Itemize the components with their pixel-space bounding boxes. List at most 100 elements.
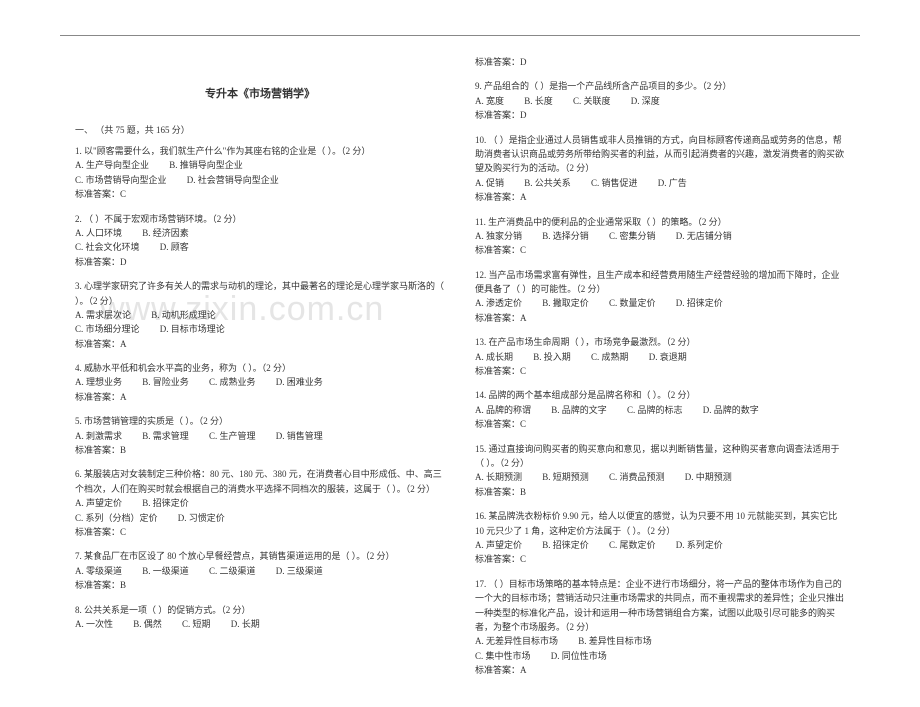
question-item: 4. 威胁水平低和机会水平高的业务，称为（ ）。（2 分） A. 理想业务 B.… (75, 361, 445, 404)
question-stem: 8. 公共关系是一项（ ）的促销方式。（2 分） (75, 603, 445, 617)
question-stem: 10. （ ）是指企业通过人员销售或非人员推销的方式，向目标顾客传递商品或劳务的… (475, 133, 845, 176)
question-item: 14. 品牌的两个基本组成部分是品牌名称和（ ）。（2 分） A. 品牌的称谓 … (475, 388, 845, 431)
option-a: A. 生产导向型企业 (75, 158, 149, 172)
question-options: A. 宽度 B. 长度 C. 关联度 D. 深度 (475, 94, 845, 108)
option-c: C. 尾数定价 (609, 538, 656, 552)
option-d: D. 无店铺分销 (676, 229, 732, 243)
question-stem: 17. （ ）目标市场策略的基本特点是：企业不进行市场细分，将一产品的整体市场作… (475, 577, 845, 635)
option-a: A. 需求层次论 (75, 308, 131, 322)
question-options: A. 零级渠道 B. 一级渠道 C. 二级渠道 D. 三级渠道 (75, 564, 445, 578)
question-answer: 标准答案：C (475, 417, 845, 431)
question-item: 2. （ ）不属于宏观市场营销环境。（2 分） A. 人口环境 B. 经济因素 … (75, 212, 445, 270)
question-item: 1. 以"顾客需要什么，我们就生产什么"作为其座右铭的企业是（ ）。（2 分） … (75, 144, 445, 202)
option-d: D. 习惯定价 (178, 511, 225, 525)
question-options: A. 一次性 B. 偶然 C. 短期 D. 长期 (75, 617, 445, 631)
option-c: C. 社会文化环境 (75, 240, 140, 254)
question-stem: 16. 某品牌洗衣粉标价 9.90 元，给人以便宜的感觉，认为只要不用 10 元… (475, 509, 845, 538)
option-b: B. 选择分销 (542, 229, 589, 243)
question-item: 7. 某食品厂在市区设了 80 个放心早餐经营点，其销售渠道运用的是（ ）。（2… (75, 549, 445, 592)
question-item: 11. 生产消费品中的便利品的企业通常采取（ ）的策略。（2 分） A. 独家分… (475, 215, 845, 258)
option-d: D. 招徕定价 (676, 296, 723, 310)
question-stem: 1. 以"顾客需要什么，我们就生产什么"作为其座右铭的企业是（ ）。（2 分） (75, 144, 445, 158)
option-a: A. 声望定价 (75, 496, 122, 510)
question-answer: 标准答案：B (75, 578, 445, 592)
option-a: A. 独家分销 (475, 229, 522, 243)
question-options: A. 渗透定价 B. 撇取定价 C. 数量定价 D. 招徕定价 (475, 296, 845, 310)
option-b: B. 品牌的文字 (551, 403, 607, 417)
question-options: A. 品牌的称谓 B. 品牌的文字 C. 品牌的标志 D. 品牌的数字 (475, 403, 845, 417)
question-options: A. 需求层次论 B. 动机形成理论 C. 市场细分理论 D. 目标市场理论 (75, 308, 445, 337)
question-options: A. 独家分销 B. 选择分销 C. 密集分销 D. 无店铺分销 (475, 229, 845, 243)
question-answer: 标准答案：A (75, 390, 445, 404)
option-b: B. 短期预测 (542, 470, 589, 484)
option-d: D. 长期 (231, 617, 260, 631)
question-stem: 2. （ ）不属于宏观市场营销环境。（2 分） (75, 212, 445, 226)
document-title: 专升本《市场营销学》 (75, 85, 445, 101)
option-a: A. 促销 (475, 176, 504, 190)
question-options: A. 促销 B. 公共关系 C. 销售促进 D. 广告 (475, 176, 845, 190)
option-d: D. 广告 (658, 176, 687, 190)
option-c: C. 成熟业务 (209, 375, 256, 389)
question-item: 标准答案：D (475, 55, 845, 69)
question-stem: 6. 某服装店对女装制定三种价格：80 元、180 元、380 元，在消费者心目… (75, 467, 445, 496)
question-options: A. 无差异性目标市场 B. 差异性目标市场 C. 集中性市场 D. 同位性市场 (475, 634, 845, 663)
option-a: A. 渗透定价 (475, 296, 522, 310)
question-answer: 标准答案：D (475, 108, 845, 122)
question-item: 13. 在产品市场生命周期（ ），市场竞争最激烈。（2 分） A. 成长期 B.… (475, 335, 845, 378)
question-item: 15. 通过直接询问购买者的购买意向和意见，据以判断销售量，这种购买者意向调查法… (475, 442, 845, 500)
question-answer: 标准答案：A (75, 337, 445, 351)
option-b: B. 一级渠道 (142, 564, 189, 578)
option-a: A. 品牌的称谓 (475, 403, 531, 417)
option-b: B. 需求管理 (142, 429, 189, 443)
question-answer: 标准答案：C (475, 243, 845, 257)
question-answer: 标准答案：C (475, 552, 845, 566)
option-d: D. 中期预测 (685, 470, 732, 484)
question-answer: 标准答案：B (75, 443, 445, 457)
option-a: A. 成长期 (475, 350, 513, 364)
option-c: C. 系列（分档）定价 (75, 511, 158, 525)
question-options: A. 人口环境 B. 经济因素 C. 社会文化环境 D. 顾客 (75, 226, 445, 255)
option-b: B. 长度 (524, 94, 553, 108)
question-stem: 12. 当产品市场需求富有弹性，且生产成本和经营费用随生产经营经验的增加而下降时… (475, 268, 845, 297)
option-b: B. 撇取定价 (542, 296, 589, 310)
option-c: C. 密集分销 (609, 229, 656, 243)
question-answer: 标准答案：A (475, 311, 845, 325)
option-a: A. 一次性 (75, 617, 113, 631)
option-c: C. 短期 (182, 617, 211, 631)
option-c: C. 成熟期 (591, 350, 629, 364)
option-b: B. 公共关系 (524, 176, 571, 190)
option-b: B. 投入期 (533, 350, 571, 364)
option-c: C. 生产管理 (209, 429, 256, 443)
option-b: B. 推销导向型企业 (169, 158, 243, 172)
option-a: A. 刺激需求 (75, 429, 122, 443)
question-answer: 标准答案：A (475, 663, 845, 677)
left-column: 专升本《市场营销学》 一、 （共 75 题，共 165 分） 1. 以"顾客需要… (75, 55, 445, 687)
option-b: B. 差异性目标市场 (578, 634, 652, 648)
option-c: C. 关联度 (573, 94, 611, 108)
question-answer: 标准答案：C (75, 525, 445, 539)
question-item: 3. 心理学家研究了许多有关人的需求与动机的理论，其中最著名的理论是心理学家马斯… (75, 279, 445, 351)
question-item: 16. 某品牌洗衣粉标价 9.90 元，给人以便宜的感觉，认为只要不用 10 元… (475, 509, 845, 567)
question-stem: 15. 通过直接询问购买者的购买意向和意见，据以判断销售量，这种购买者意向调查法… (475, 442, 845, 471)
section-heading: 一、 （共 75 题，共 165 分） (75, 123, 445, 136)
option-b: B. 招徕定价 (542, 538, 589, 552)
question-stem: 7. 某食品厂在市区设了 80 个放心早餐经营点，其销售渠道运用的是（ ）。（2… (75, 549, 445, 563)
question-answer: 标准答案：A (475, 190, 845, 204)
question-stem: 5. 市场营销管理的实质是（ ）。（2 分） (75, 414, 445, 428)
option-a: A. 零级渠道 (75, 564, 122, 578)
question-stem: 3. 心理学家研究了许多有关人的需求与动机的理论，其中最著名的理论是心理学家马斯… (75, 279, 445, 308)
option-d: D. 社会营销导向型企业 (187, 173, 279, 187)
question-options: A. 生产导向型企业 B. 推销导向型企业 C. 市场营销导向型企业 D. 社会… (75, 158, 445, 187)
question-options: A. 成长期 B. 投入期 C. 成熟期 D. 衰退期 (475, 350, 845, 364)
option-a: A. 声望定价 (475, 538, 522, 552)
question-item: 5. 市场营销管理的实质是（ ）。（2 分） A. 刺激需求 B. 需求管理 C… (75, 414, 445, 457)
option-c: C. 销售促进 (591, 176, 638, 190)
option-b: B. 招徕定价 (142, 496, 189, 510)
question-options: A. 刺激需求 B. 需求管理 C. 生产管理 D. 销售管理 (75, 429, 445, 443)
option-d: D. 顾客 (160, 240, 189, 254)
option-d: D. 品牌的数字 (703, 403, 759, 417)
question-stem: 14. 品牌的两个基本组成部分是品牌名称和（ ）。（2 分） (475, 388, 845, 402)
question-item: 17. （ ）目标市场策略的基本特点是：企业不进行市场细分，将一产品的整体市场作… (475, 577, 845, 678)
question-item: 6. 某服装店对女装制定三种价格：80 元、180 元、380 元，在消费者心目… (75, 467, 445, 539)
option-c: C. 二级渠道 (209, 564, 256, 578)
